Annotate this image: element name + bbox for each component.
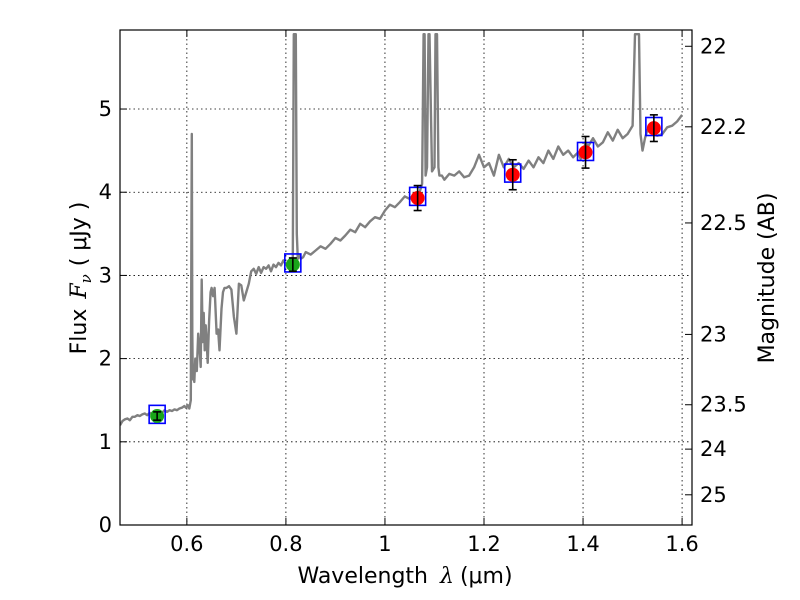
plot-frame bbox=[119, 29, 693, 526]
y-axis-subscript: ν bbox=[77, 274, 95, 283]
y-tick-label: 3 bbox=[99, 263, 112, 287]
y-tick-label: 4 bbox=[99, 180, 112, 204]
x-tick-label: 1.6 bbox=[665, 532, 698, 556]
x-axis-symbol: λ bbox=[439, 564, 454, 589]
model-flux-box bbox=[148, 404, 166, 425]
x-tick-label: 0.6 bbox=[170, 532, 203, 556]
x-axis-label: Wavelength bbox=[297, 564, 428, 589]
x-tick-label: 1.4 bbox=[566, 532, 599, 556]
y2-tick-label: 25 bbox=[700, 483, 727, 507]
y2-tick-label: 24 bbox=[700, 437, 727, 461]
x-tick-label: 1 bbox=[378, 532, 391, 556]
y-axis-label: Flux bbox=[67, 309, 92, 355]
x-axis-title: Wavelength λ (μm) bbox=[297, 564, 512, 589]
axis-ticks: 0.6 0.8 1 1.2 1.4 1.60123452222.222.52323.524… bbox=[99, 30, 747, 556]
y-axis-units: ( μJy ) bbox=[67, 202, 92, 267]
spectrum-series bbox=[120, 33, 684, 426]
y-tick-label: 2 bbox=[99, 347, 112, 371]
y-tick-label: 0 bbox=[99, 513, 112, 537]
y2-tick-label: 22.5 bbox=[700, 211, 747, 235]
grid-lines bbox=[120, 30, 692, 526]
y-axis-title: Flux Fν ( μJy ) bbox=[67, 202, 95, 355]
x-axis-units: (μm) bbox=[460, 564, 513, 589]
y-tick-label: 1 bbox=[99, 430, 112, 454]
spectrum-line bbox=[120, 33, 684, 426]
y2-tick-label: 23.5 bbox=[700, 393, 747, 417]
x-tick-label: 0.8 bbox=[269, 532, 302, 556]
y-axis-symbol: F bbox=[67, 283, 92, 300]
y-tick-label: 5 bbox=[99, 97, 112, 121]
y2-tick-label: 22.2 bbox=[700, 115, 747, 139]
photometry-series bbox=[148, 114, 663, 425]
x-tick-label: 1.2 bbox=[467, 532, 500, 556]
y2-axis-title: Magnitude (AB) bbox=[755, 193, 780, 364]
y2-tick-label: 23 bbox=[700, 322, 727, 346]
y2-tick-label: 22 bbox=[700, 34, 727, 58]
